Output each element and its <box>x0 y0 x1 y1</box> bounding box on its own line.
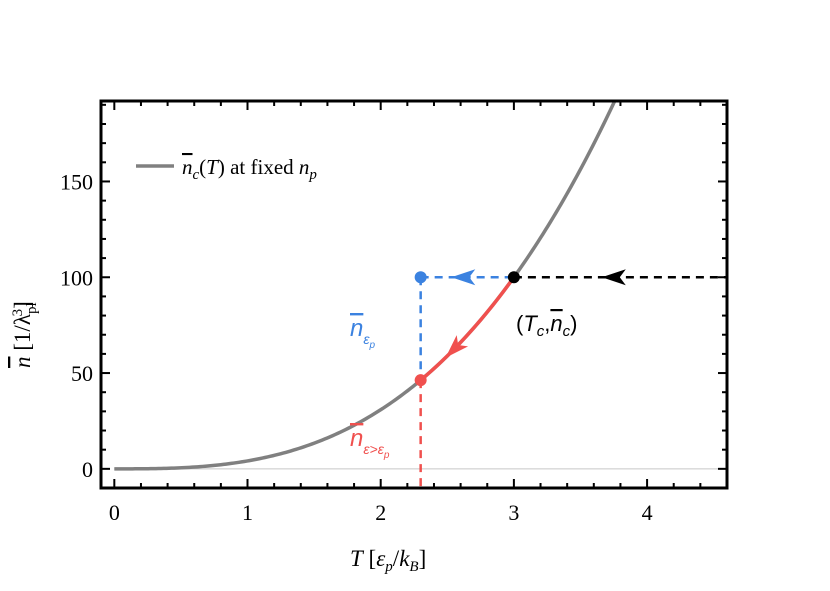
point-critical <box>507 271 520 284</box>
x-tick-label: 0 <box>109 500 120 525</box>
axis-ticks: 0 1 2 3 4 0 50 100 150 <box>60 101 728 525</box>
plot-frame <box>99 99 729 490</box>
y-axis-title: n [1/λpl3] <box>10 301 40 368</box>
point-blue <box>414 271 427 284</box>
x-tick-label: 2 <box>375 500 386 525</box>
red-label: nε>εp <box>350 425 390 461</box>
arrowhead-blue <box>451 269 476 286</box>
x-axis-title: T [εp/kB] <box>350 546 426 575</box>
y-tick-label: 100 <box>60 265 93 290</box>
x-tick-label: 3 <box>508 500 519 525</box>
x-tick-label: 4 <box>642 500 653 525</box>
y-tick-label: 0 <box>82 457 93 482</box>
y-tick-label: 50 <box>71 361 93 386</box>
arrowhead-black <box>601 269 626 286</box>
critical-point-label: (Tc,nc) <box>516 311 577 340</box>
y-tick-label: 150 <box>60 169 93 194</box>
legend-label: nc(T) at fixed np <box>182 155 317 183</box>
blue-label: nεp <box>350 315 376 351</box>
red-curve-segment <box>419 276 516 382</box>
series-curve-nc <box>114 101 617 471</box>
x-tick-label: 1 <box>242 500 253 525</box>
point-red <box>414 374 427 387</box>
arrowhead-red <box>445 335 469 358</box>
